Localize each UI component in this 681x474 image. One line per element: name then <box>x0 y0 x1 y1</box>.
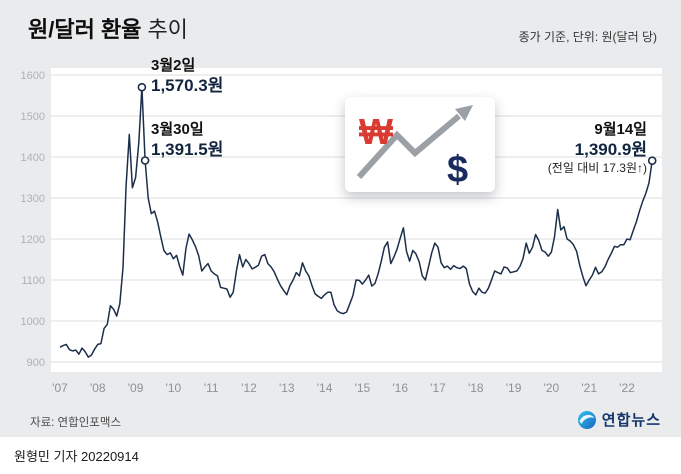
x-tick-label: '13 <box>279 381 295 395</box>
trend-arrowhead-icon <box>455 105 473 121</box>
annotation-mar30-2009: 3월30일 1,391.5원 <box>151 121 223 160</box>
x-tick-label: '09 <box>128 381 144 395</box>
annotation-value: 1,391.5원 <box>151 140 224 159</box>
annotation-peak-2009: 3월2일 1,570.3원 <box>151 57 223 96</box>
x-tick-label: '20 <box>544 381 560 395</box>
x-tick-label: '11 <box>204 381 219 395</box>
currency-trend-illustration: ₩ $ <box>345 97 495 192</box>
y-tick-label: 1300 <box>21 193 45 205</box>
x-tick-label: '10 <box>166 381 182 395</box>
annotation-value: 1,390.9원 <box>574 140 647 159</box>
x-tick-label: '15 <box>355 381 371 395</box>
title-bold: 원/달러 환율 <box>28 17 142 42</box>
annotation-value: 1,570.3원 <box>151 76 224 95</box>
yonhap-logo-text: 연합뉴스 <box>601 412 661 429</box>
x-tick-label: '08 <box>90 381 106 395</box>
y-tick-label: 900 <box>27 357 45 369</box>
x-tick-label: '16 <box>392 381 408 395</box>
x-tick-label: '17 <box>430 381 446 395</box>
data-marker <box>647 156 657 165</box>
page-title: 원/달러 환율 추이 <box>28 16 188 44</box>
unit-caption: 종가 기준, 단위: 원(달러 당) <box>518 30 657 44</box>
currency-trend-icon: ₩ $ <box>356 105 473 191</box>
annotation-change: (전일 대비 17.3원↑) <box>547 161 647 175</box>
rate-line <box>59 86 653 358</box>
annotation-date: 3월30일 <box>151 121 204 138</box>
y-tick-label: 1500 <box>21 111 45 123</box>
infographic-card: 원/달러 환율 추이 종가 기준, 단위: 원(달러 당) 900 1000 1100… <box>0 0 681 437</box>
data-source: 자료: 연합인포맥스 <box>30 417 122 429</box>
title-light: 추이 <box>147 17 188 42</box>
annotation-latest: 9월14일 1,390.9원 (전일 대비 17.3원↑) <box>548 121 647 176</box>
yonhap-globe-icon <box>577 410 596 429</box>
x-tick-label: '07 <box>52 381 68 395</box>
data-marker <box>137 82 147 92</box>
exchange-rate-chart: 900 1000 1100 1200 1300 1400 1500 1600 '07 '08 '09… <box>21 68 662 395</box>
y-tick-label: 1400 <box>21 152 45 164</box>
annotation-date: 9월14일 <box>594 121 647 138</box>
won-sign-icon: ₩ <box>359 111 393 152</box>
x-tick-label: '18 <box>468 381 484 395</box>
yonhap-logo: 연합뉴스 <box>577 409 661 430</box>
x-tick-label: '12 <box>241 381 257 395</box>
x-tick-label: '21 <box>581 381 597 395</box>
x-tick-label: '14 <box>317 381 333 395</box>
y-tick-label: 1100 <box>21 275 45 287</box>
x-tick-label: '22 <box>619 381 635 395</box>
reporter-byline: 원형민 기자 20220914 <box>14 449 139 464</box>
x-tick-label: '19 <box>506 381 522 395</box>
byline-strip: 원형민 기자 20220914 <box>0 437 681 474</box>
data-marker <box>140 156 150 165</box>
dollar-sign-icon: $ <box>447 149 468 191</box>
annotation-date: 3월2일 <box>151 57 196 74</box>
y-tick-label: 1000 <box>21 316 45 328</box>
y-tick-label: 1200 <box>21 234 45 246</box>
y-tick-label: 1600 <box>21 70 45 82</box>
trend-arrow-icon <box>356 113 461 180</box>
